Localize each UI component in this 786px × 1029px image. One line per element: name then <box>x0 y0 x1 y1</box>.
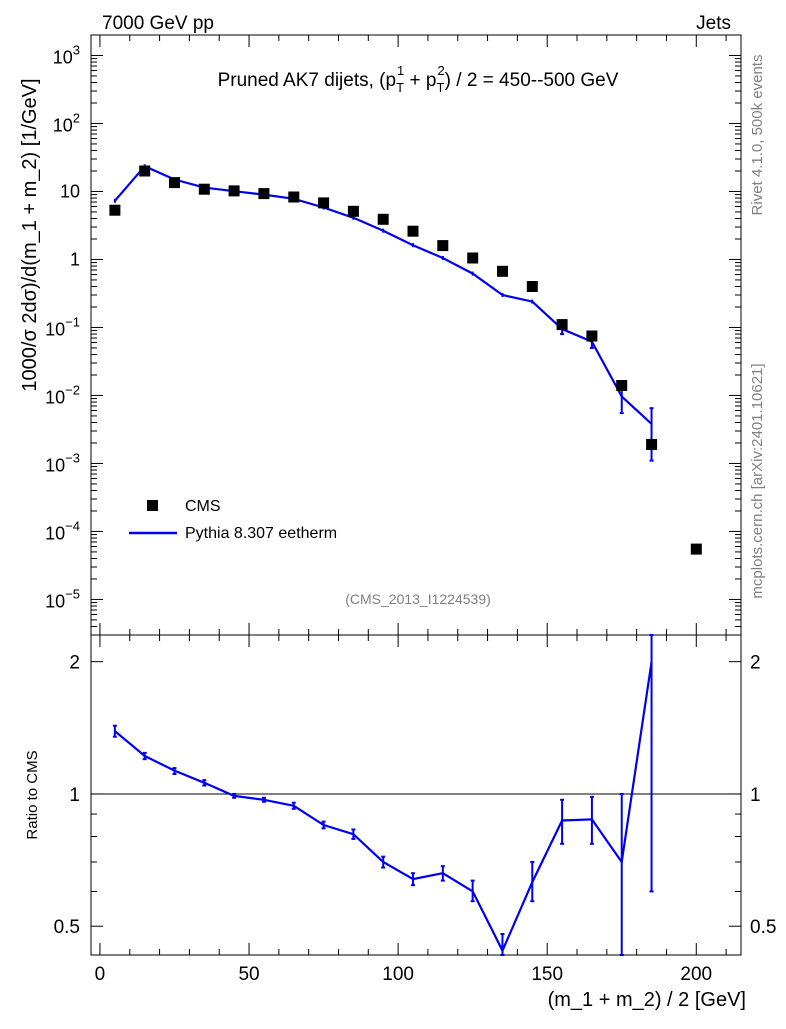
x-tick-label: 0 <box>95 964 106 985</box>
legend: CMS Pythia 8.307 eetherm <box>129 498 337 542</box>
cms-data-point <box>318 197 330 209</box>
main-frame <box>90 34 742 636</box>
main-y-tick-label: 10−1 <box>45 314 80 339</box>
cms-data-point <box>169 177 180 189</box>
x-tick-label: 100 <box>382 964 414 985</box>
analysis-id: (CMS_2013_I1224539) <box>345 591 491 607</box>
ratio-y-tick-labels: 0.5 0.5 1 1 2 2 <box>54 653 777 939</box>
ratio-y-tick-label: 2 <box>69 653 80 674</box>
cms-data-point <box>109 204 121 216</box>
ratio-y-axis-label: Ratio to CMS <box>24 750 41 839</box>
ratio-axis-ticks <box>91 635 741 955</box>
main-y-tick-label: 1 <box>70 249 80 269</box>
cms-data-series <box>109 165 702 555</box>
ratio-x-tick-labels: 0 50 100 150 200 <box>95 964 712 985</box>
ratio-series <box>112 634 654 956</box>
main-chart-title: Pruned AK7 dijets, (pT1 + pT2) / 2 = 450… <box>218 63 619 95</box>
main-y-tick-label: 102 <box>53 110 80 135</box>
cms-data-point <box>437 240 449 252</box>
x-tick-label: 150 <box>531 964 563 985</box>
cms-data-point <box>258 188 270 200</box>
header-left: 7000 GeV pp <box>102 13 214 34</box>
x-axis-label: (m_1 + m_2) / 2 [GeV] <box>548 989 746 1011</box>
cms-data-point <box>616 380 628 391</box>
main-axis-ticks <box>91 34 741 636</box>
ratio-line <box>114 661 653 954</box>
cms-data-point <box>377 213 389 225</box>
main-y-tick-label: 10−3 <box>45 450 80 475</box>
ratio-frame <box>90 634 742 956</box>
cms-data-point <box>228 185 240 197</box>
main-y-tick-label: 10−4 <box>45 518 80 543</box>
cms-data-point <box>198 183 210 195</box>
main-y-axis-label: 1000/σ 2dσ)/d(m_1 + m_2) [1/GeV] <box>19 78 41 391</box>
main-y-tick-label: 10 <box>60 181 80 201</box>
mc-series <box>113 164 654 462</box>
mc-line <box>114 164 653 425</box>
cms-data-point <box>467 252 479 264</box>
x-tick-label: 50 <box>238 964 259 985</box>
cms-data-point <box>556 319 568 331</box>
cms-data-point <box>690 543 702 555</box>
cms-data-point <box>586 330 598 342</box>
header-right: Jets <box>696 13 731 34</box>
cms-data-point <box>347 205 359 217</box>
ratio-y-tick-label: 1 <box>69 785 80 806</box>
ratio-y-tick-label-right: 1 <box>750 785 761 806</box>
ratio-y-tick-label-right: 2 <box>750 653 761 674</box>
ratio-y-tick-label: 0.5 <box>54 917 80 938</box>
ratio-panel: 0.5 0.5 1 1 2 2 0 50 100 150 200 Ratio to CMS (m_… <box>24 634 777 1011</box>
cms-data-point <box>497 265 508 277</box>
cms-data-point <box>646 439 658 450</box>
main-y-tick-label: 10−2 <box>45 382 80 407</box>
rivet-label: Rivet 4.1.0, 500k events <box>749 55 766 216</box>
cms-data-point <box>288 191 300 203</box>
cms-data-point <box>526 281 538 292</box>
mcplots-label: mcplots.cern.ch [arXiv:2401.10621] <box>749 363 766 598</box>
cms-data-point <box>139 165 151 177</box>
legend-label-mc: Pythia 8.307 eetherm <box>185 525 337 542</box>
cms-data-point <box>407 225 419 237</box>
main-y-tick-label: 10−5 <box>45 586 80 611</box>
ratio-y-tick-label-right: 0.5 <box>750 917 776 938</box>
legend-marker-cms <box>147 500 158 511</box>
main-y-tick-label: 103 <box>53 42 80 67</box>
x-tick-label: 200 <box>680 964 712 985</box>
legend-label-cms: CMS <box>185 498 221 515</box>
